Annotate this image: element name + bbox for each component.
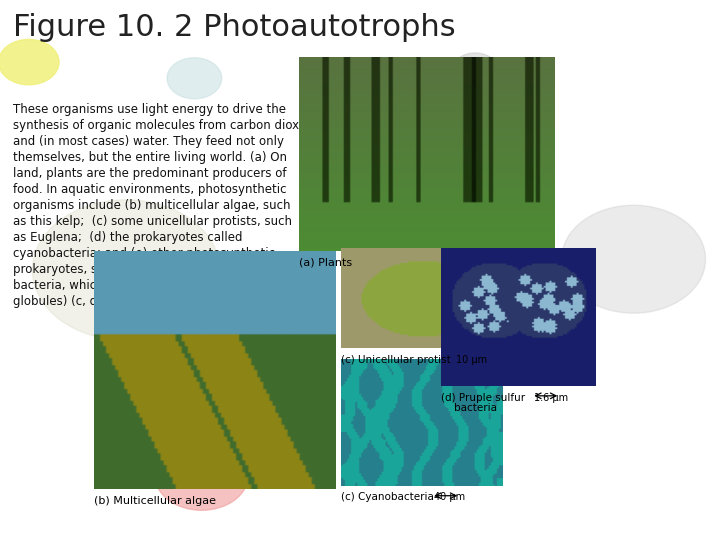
Circle shape xyxy=(155,440,248,510)
Text: Figure 10. 2 Photoautotrophs: Figure 10. 2 Photoautotrophs xyxy=(13,14,456,43)
Text: 40 μm: 40 μm xyxy=(434,492,465,503)
Text: (b) Multicellular algae: (b) Multicellular algae xyxy=(94,496,215,506)
Text: 1.6 μm: 1.6 μm xyxy=(534,393,568,403)
Text: (c) Cyanobacteria: (c) Cyanobacteria xyxy=(341,492,433,503)
Circle shape xyxy=(32,200,220,340)
Circle shape xyxy=(0,39,59,85)
Text: 10 μm: 10 μm xyxy=(456,355,487,365)
Text: These organisms use light energy to drive the
synthesis of organic molecules fro: These organisms use light energy to driv… xyxy=(13,103,318,308)
Text: bacteria: bacteria xyxy=(441,403,497,413)
Text: (d) Pruple sulfur: (d) Pruple sulfur xyxy=(441,393,525,403)
Circle shape xyxy=(452,53,498,87)
Text: (c) Unicellular protist: (c) Unicellular protist xyxy=(341,355,450,365)
Text: (a) Plants: (a) Plants xyxy=(299,258,352,268)
Circle shape xyxy=(167,58,222,99)
Circle shape xyxy=(562,205,706,313)
